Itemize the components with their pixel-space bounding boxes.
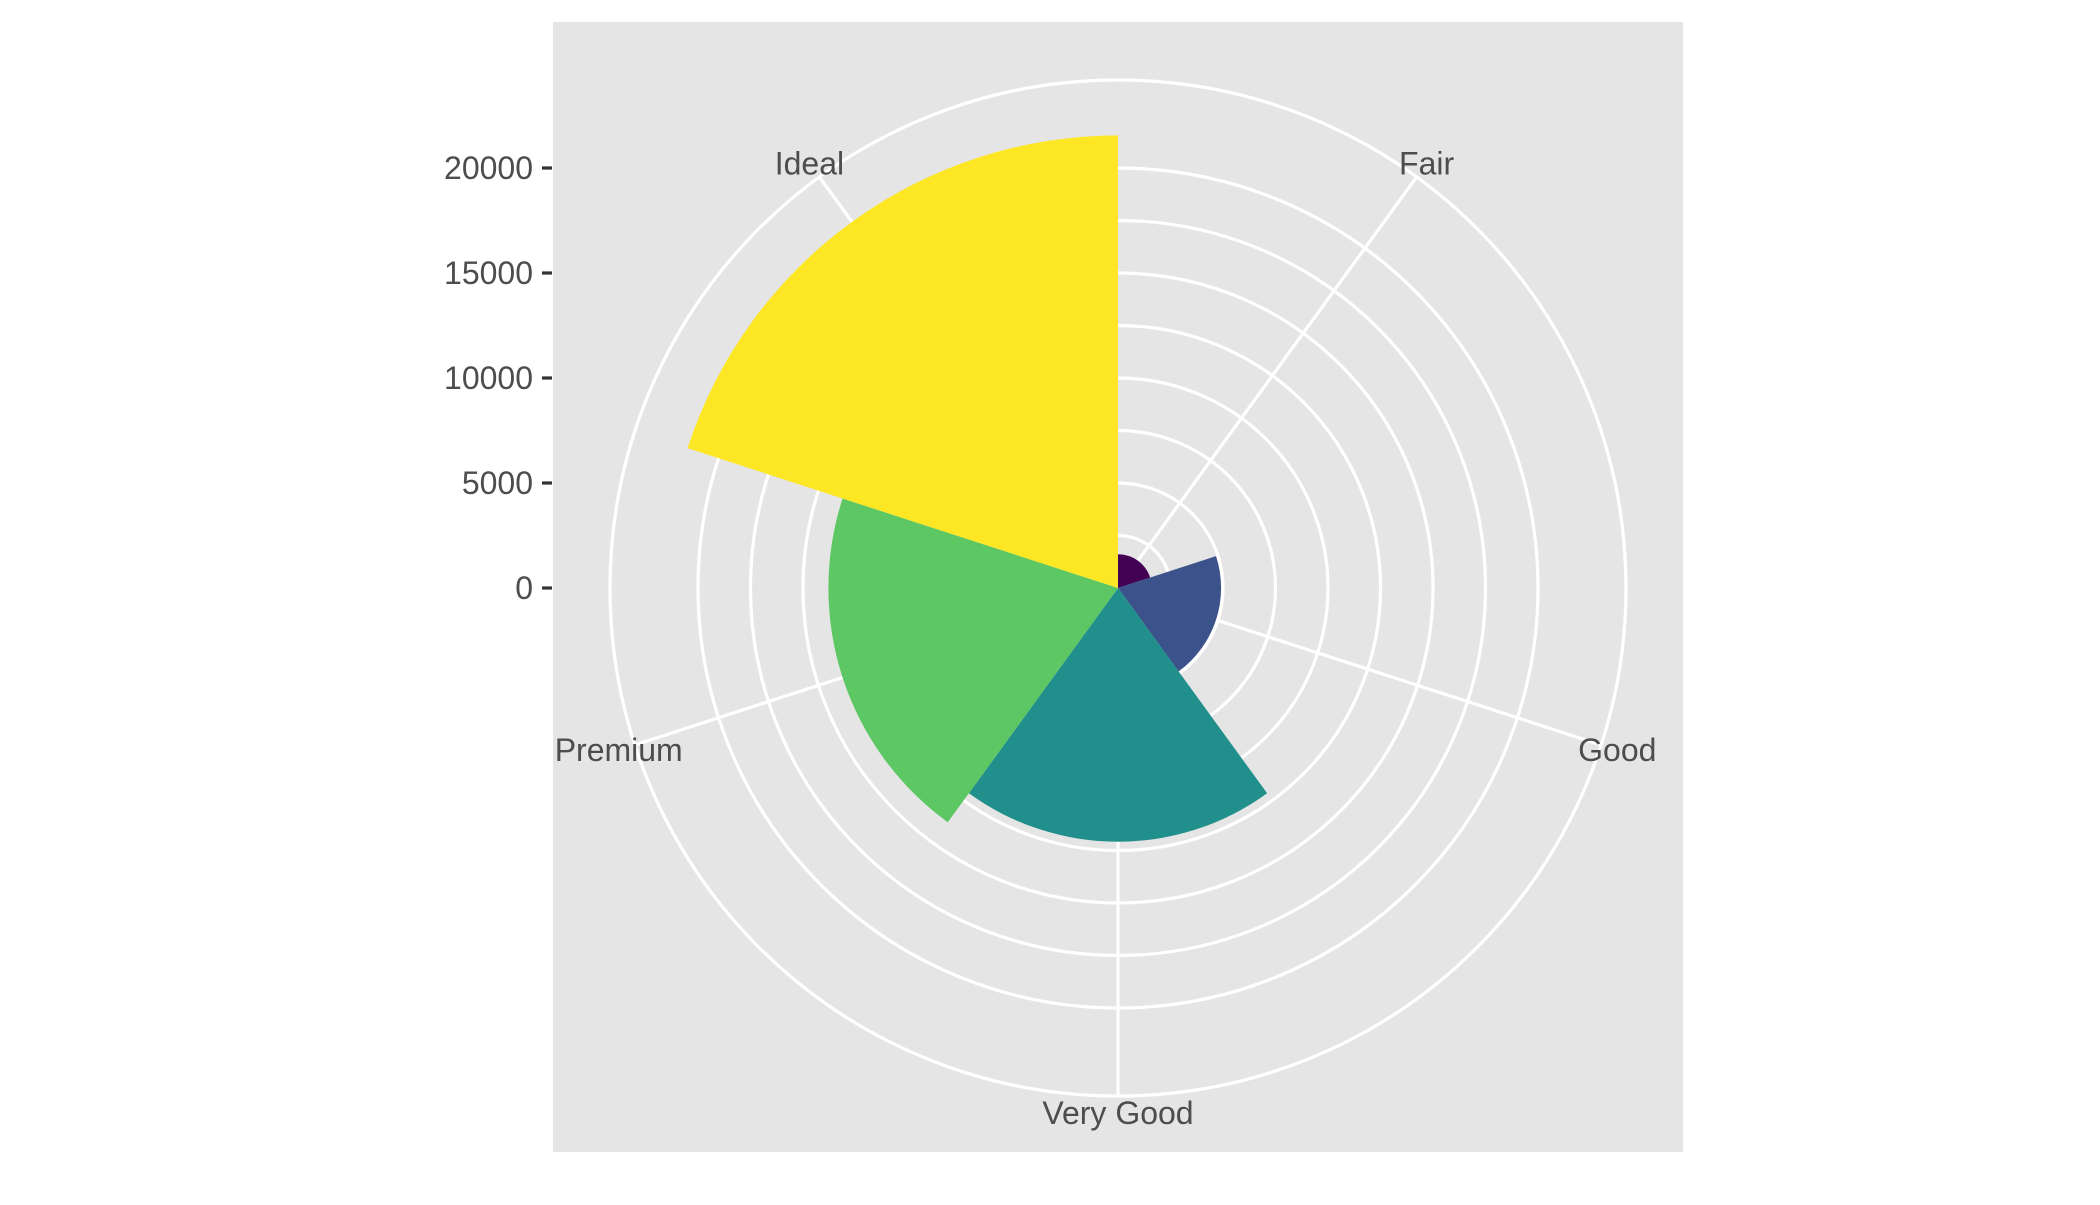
radial-tick-label: 15000 — [444, 255, 533, 291]
category-label: Fair — [1399, 145, 1454, 181]
wedge-fair — [1118, 554, 1151, 588]
category-labels: Fair Good Very Good Premium Ideal — [555, 145, 1657, 1131]
category-label: Very Good — [1042, 1095, 1193, 1131]
category-label: Premium — [555, 732, 683, 768]
radial-axis: 0 5000 10000 15000 20000 — [444, 150, 552, 606]
wedge-premium — [828, 498, 1118, 823]
radial-tick-label: 5000 — [462, 465, 533, 501]
wedge-good — [1118, 556, 1222, 672]
radial-tick-label: 10000 — [444, 360, 533, 396]
category-label: Ideal — [775, 145, 844, 181]
grid-spoke — [1116, 176, 1418, 589]
bars-layer — [687, 135, 1268, 842]
radial-tick-label: 20000 — [444, 150, 533, 186]
wedge-very-good — [968, 588, 1268, 842]
radial-tick-label: 0 — [515, 570, 533, 606]
wedge-ideal — [687, 135, 1118, 588]
category-label: Good — [1578, 732, 1656, 768]
